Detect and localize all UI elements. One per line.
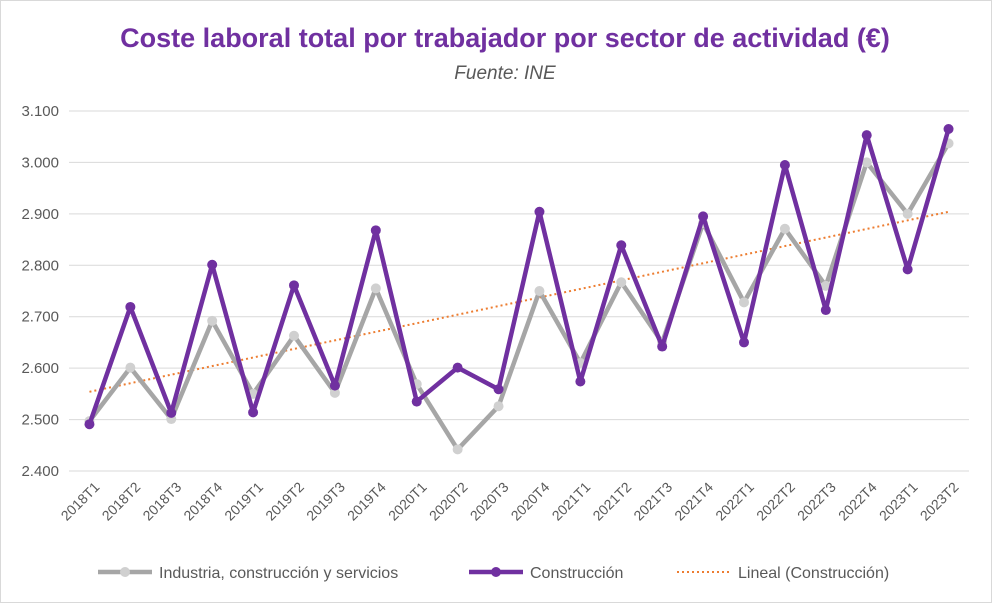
x-tick-label: 2022T1 [712, 479, 757, 524]
data-point [289, 280, 299, 291]
y-tick-label: 3.100 [21, 103, 59, 120]
series-line [87, 126, 951, 427]
data-point [329, 380, 340, 391]
data-point [248, 407, 259, 418]
x-tick-label: 2019T1 [221, 479, 266, 524]
x-tick-label: 2022T2 [753, 479, 798, 524]
legend-label: Industria, construcción y servicios [159, 565, 398, 582]
x-tick-label: 2020T1 [385, 479, 430, 524]
data-point [779, 223, 790, 234]
legend-marker [120, 567, 130, 577]
y-tick-label: 2.900 [21, 206, 59, 223]
x-tick-label: 2022T3 [794, 479, 839, 524]
chart-subtitle: Fuente: INE [454, 63, 556, 84]
data-point [698, 211, 709, 222]
data-point [329, 387, 340, 398]
legend-label: Construcción [530, 565, 623, 582]
data-point [289, 330, 299, 341]
data-point [411, 396, 422, 407]
data-point [125, 301, 136, 312]
data-point [820, 280, 831, 291]
x-tick-label: 2021T4 [671, 479, 716, 524]
x-tick-label: 2021T2 [589, 479, 634, 524]
data-point [452, 444, 463, 455]
data-point [902, 208, 913, 219]
x-tick-label: 2021T3 [630, 479, 675, 524]
data-point [861, 157, 872, 168]
x-tick-label: 2020T4 [508, 479, 553, 524]
chart-title: Coste laboral total por trabajador por s… [120, 23, 890, 53]
data-point [902, 264, 913, 275]
data-point [943, 124, 954, 134]
x-tick-label: 2023T2 [917, 479, 962, 524]
data-point [207, 315, 218, 326]
x-tick-label: 2019T2 [262, 479, 307, 524]
data-point [534, 206, 545, 217]
x-tick-label: 2023T1 [876, 479, 921, 524]
legend-marker [491, 567, 501, 577]
data-point [493, 401, 504, 412]
data-point [370, 225, 381, 236]
data-point [125, 362, 136, 373]
legend-label: Lineal (Construcción) [738, 565, 889, 582]
x-tick-label: 2021T1 [549, 479, 594, 524]
x-tick-label: 2020T2 [426, 479, 471, 524]
data-point [657, 341, 668, 352]
y-tick-label: 2.700 [21, 309, 59, 326]
x-tick-label: 2018T3 [139, 479, 184, 524]
x-tick-label: 2022T4 [835, 479, 880, 524]
data-point [370, 283, 381, 294]
data-point [616, 240, 627, 251]
y-tick-label: 2.800 [21, 257, 59, 274]
data-point [84, 419, 95, 430]
data-point [861, 130, 872, 141]
data-point [575, 376, 586, 387]
y-axis-ticks: 2.400 2.500 2.600 2.700 2.800 2.900 3.000 3.100 [21, 103, 59, 480]
data-point [820, 305, 831, 316]
series-layer [84, 124, 954, 455]
legend-item-construccion: Construcción [469, 565, 623, 582]
y-tick-label: 2.500 [21, 412, 59, 429]
y-tick-label: 2.400 [21, 463, 59, 480]
series-construccion [84, 124, 954, 430]
data-point [207, 259, 218, 270]
legend-item-trendline: Lineal (Construcción) [677, 565, 889, 582]
y-tick-label: 2.600 [21, 360, 59, 377]
data-point [739, 337, 749, 348]
x-axis-ticks: 2018T12018T22018T32018T42019T12019T22019… [58, 479, 962, 524]
x-tick-label: 2020T3 [467, 479, 512, 524]
data-point [739, 297, 749, 308]
legend-item-total: Industria, construcción y servicios [98, 565, 398, 582]
x-tick-label: 2018T1 [58, 479, 103, 524]
y-tick-label: 3.000 [21, 154, 59, 171]
x-tick-label: 2019T4 [344, 479, 389, 524]
legend: Industria, construcción y servicios Const… [98, 565, 889, 582]
data-point [779, 160, 790, 170]
data-point [493, 384, 504, 395]
data-point [616, 277, 627, 288]
x-tick-label: 2018T4 [180, 479, 225, 524]
gridlines [69, 110, 969, 472]
data-point [534, 286, 545, 296]
series-line [87, 141, 951, 452]
x-tick-label: 2019T3 [303, 479, 348, 524]
x-tick-label: 2018T2 [99, 479, 144, 524]
data-point [166, 407, 177, 418]
data-point [452, 362, 463, 373]
